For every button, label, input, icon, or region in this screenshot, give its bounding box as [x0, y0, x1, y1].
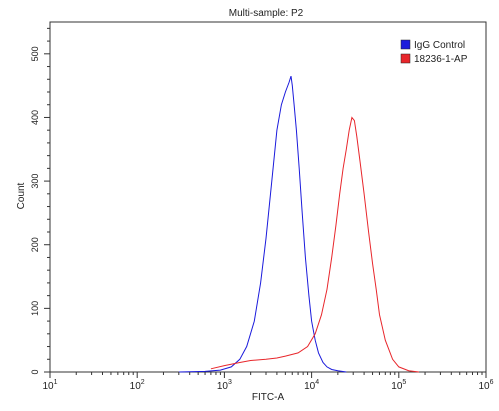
y-axis: 0 100 200 300 400 500: [30, 27, 50, 375]
legend-label-1: 18236-1-AP: [414, 54, 468, 65]
x-tick-label: 104: [304, 379, 319, 392]
y-tick-label: 400: [30, 110, 40, 125]
x-tick-label: 106: [478, 379, 493, 392]
x-tick-label: 101: [42, 379, 57, 392]
y-tick-label: 300: [30, 174, 40, 189]
y-tick-label: 500: [30, 46, 40, 61]
legend-swatch-0: [400, 39, 411, 50]
series-line-0: [178, 75, 347, 373]
x-tick-label: 102: [130, 379, 145, 392]
series-layer: [178, 75, 419, 373]
chart-title: Multi-sample: P2: [229, 8, 304, 19]
y-axis-label: Count: [16, 182, 27, 209]
legend-swatch-1: [400, 53, 411, 64]
legend-label-0: IgG Control: [414, 40, 465, 51]
x-axis-label: FITC-A: [252, 392, 285, 403]
x-tick-label: 105: [391, 379, 406, 392]
y-tick-label: 200: [30, 237, 40, 252]
x-axis: 101 102 103 104 105 106: [42, 372, 494, 392]
x-tick-label: 103: [217, 379, 232, 392]
y-tick-label: 0: [30, 369, 40, 374]
series-line-1: [210, 116, 419, 373]
plot-frame: [49, 21, 487, 373]
y-tick-label: 100: [30, 301, 40, 316]
legend: IgG Control 18236-1-AP: [400, 39, 468, 65]
